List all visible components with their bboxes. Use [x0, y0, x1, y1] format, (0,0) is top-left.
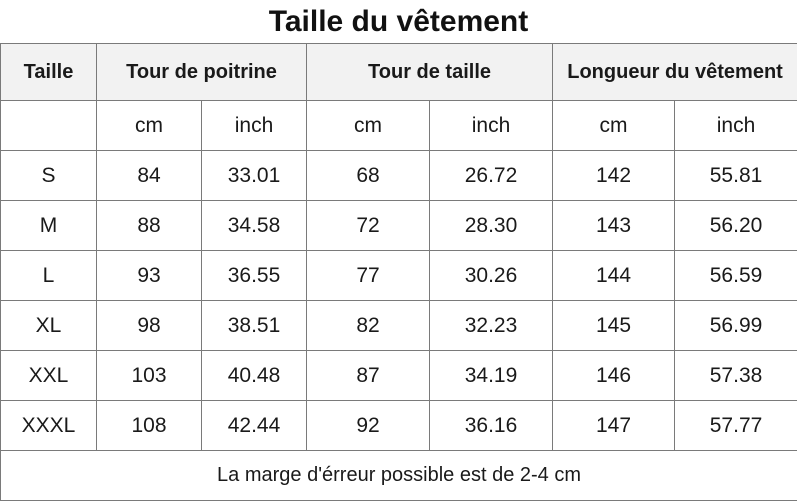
error-margin-note: La marge d'érreur possible est de 2-4 cm	[0, 450, 797, 501]
table-cell: 34.19	[429, 350, 554, 401]
table-cell: 77	[306, 250, 431, 301]
table-cell: 56.99	[674, 300, 797, 351]
table-cell: 98	[96, 300, 202, 351]
table-cell: 142	[552, 150, 676, 201]
table-cell: 82	[306, 300, 431, 351]
size-cell: L	[0, 250, 97, 301]
table-cell: 103	[96, 350, 202, 401]
table-title: Taille du vêtement	[268, 5, 529, 38]
table-cell: 144	[552, 250, 676, 301]
table-row: XXL 103 40.48 87 34.19 146 57.38	[0, 350, 797, 401]
table-cell: 32.23	[429, 300, 554, 351]
header-row: Taille Tour de poitrine Tour de taille L…	[0, 43, 797, 101]
table-row: L 93 36.55 77 30.26 144 56.59	[0, 250, 797, 301]
table-row: S 84 33.01 68 26.72 142 55.81	[0, 150, 797, 201]
unit-cell: inch	[200, 100, 308, 151]
unit-cell: cm	[306, 100, 431, 151]
table-cell: 36.55	[200, 250, 308, 301]
table-cell: 28.30	[429, 200, 554, 251]
unit-cell: inch	[429, 100, 554, 151]
size-cell: M	[0, 200, 97, 251]
table-cell: 26.72	[429, 150, 554, 201]
table-cell: 92	[306, 400, 431, 451]
size-cell: S	[0, 150, 97, 201]
size-cell: XL	[0, 300, 97, 351]
table-cell: 55.81	[674, 150, 797, 201]
table-cell: 40.48	[200, 350, 308, 401]
table-cell: 87	[306, 350, 431, 401]
header-waist: Tour de taille	[306, 43, 554, 101]
table-cell: 88	[96, 200, 202, 251]
table-cell: 57.77	[674, 400, 797, 451]
table-cell: 68	[306, 150, 431, 201]
table-cell: 56.20	[674, 200, 797, 251]
header-chest: Tour de poitrine	[95, 43, 308, 101]
table-cell: 57.38	[674, 350, 797, 401]
table-row: XL 98 38.51 82 32.23 145 56.99	[0, 300, 797, 351]
table-cell: 36.16	[429, 400, 554, 451]
table-cell: 42.44	[200, 400, 308, 451]
table-cell: 34.58	[200, 200, 308, 251]
table-row: XXXL 108 42.44 92 36.16 147 57.77	[0, 400, 797, 451]
table-cell: 38.51	[200, 300, 308, 351]
table-cell: 108	[96, 400, 202, 451]
unit-cell: cm	[96, 100, 202, 151]
footer-row: La marge d'érreur possible est de 2-4 cm	[0, 450, 797, 501]
table-cell: 146	[552, 350, 676, 401]
unit-cell: inch	[674, 100, 797, 151]
table-cell: 145	[552, 300, 676, 351]
unit-cell: cm	[552, 100, 676, 151]
table-cell: 84	[96, 150, 202, 201]
table-cell: 93	[96, 250, 202, 301]
header-size: Taille	[0, 43, 97, 101]
units-row: cm inch cm inch cm inch	[0, 100, 797, 151]
table-cell: 33.01	[200, 150, 308, 201]
table-cell: 147	[552, 400, 676, 451]
table-cell: 72	[306, 200, 431, 251]
size-chart-table: Taille Tour de poitrine Tour de taille L…	[0, 43, 797, 501]
size-cell: XXXL	[0, 400, 97, 451]
size-cell: XXL	[0, 350, 97, 401]
table-row: M 88 34.58 72 28.30 143 56.20	[0, 200, 797, 251]
table-cell: 56.59	[674, 250, 797, 301]
table-cell: 30.26	[429, 250, 554, 301]
unit-cell-empty	[0, 100, 97, 151]
table-cell: 143	[552, 200, 676, 251]
header-length: Longueur du vêtement	[552, 43, 797, 101]
